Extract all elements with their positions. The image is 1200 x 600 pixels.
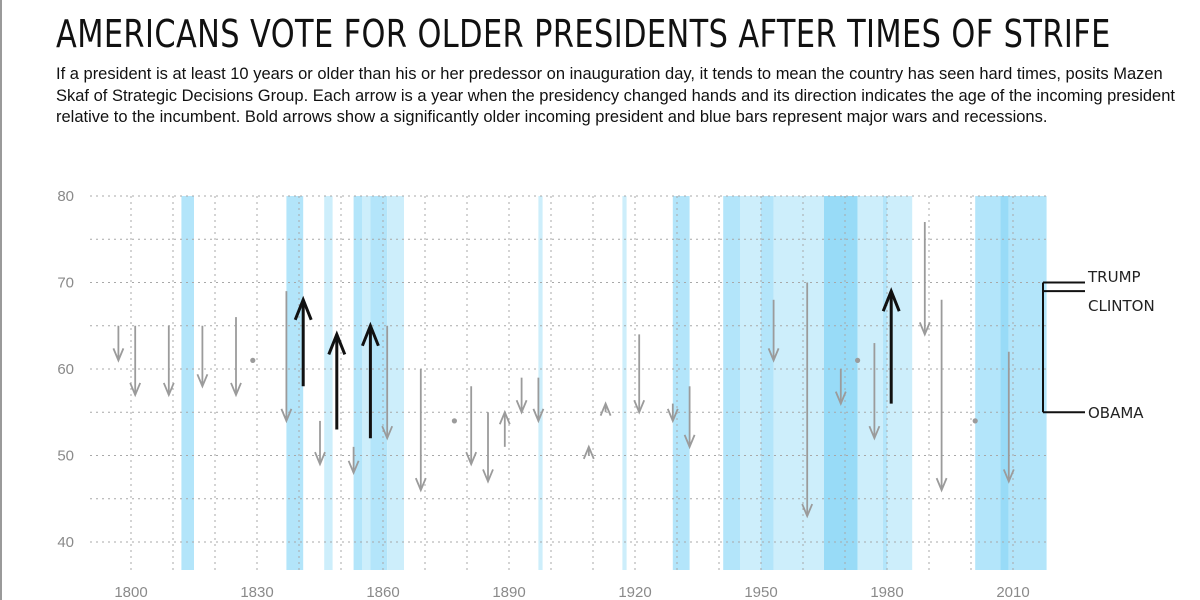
x-tick-label: 1950 (744, 584, 777, 600)
arrow (633, 334, 646, 415)
strife-band (1000, 196, 1009, 570)
arrow (801, 282, 814, 519)
arrow (834, 369, 847, 406)
annotation-label-clinton: CLINTON (1088, 297, 1155, 315)
bold-arrow (293, 295, 313, 387)
y-tick-label: 50 (57, 448, 74, 465)
arrow (532, 377, 545, 424)
arrow (515, 377, 528, 415)
arrow (972, 418, 978, 424)
transition-arrows (112, 221, 1015, 519)
arrow (582, 444, 595, 460)
arrow (1002, 351, 1015, 484)
arrow (280, 291, 293, 424)
strife-band (538, 196, 543, 570)
y-tick-label: 80 (57, 188, 74, 205)
arrow (465, 386, 478, 467)
y-tick-label: 70 (57, 275, 74, 292)
chart-subtitle: If a president is at least 10 years or o… (56, 65, 1175, 126)
y-tick-label: 40 (57, 534, 74, 551)
arrow (230, 317, 242, 398)
arrow (666, 403, 679, 424)
chart-title: AMERICANS VOTE FOR OLDER PRESIDENTS AFTE… (56, 12, 1111, 56)
arrow (767, 299, 780, 363)
strife-band (740, 196, 761, 570)
strife-band (882, 196, 887, 570)
arrow (196, 325, 209, 389)
bold-arrow (881, 287, 901, 404)
x-tick-label: 1980 (870, 584, 903, 600)
strife-band (387, 196, 404, 570)
strife-band (370, 196, 388, 570)
strife-band (1008, 196, 1047, 570)
strife-band (286, 196, 304, 570)
arrow (347, 446, 360, 476)
bold-arrow (327, 330, 347, 430)
arrow (381, 325, 394, 441)
candidate-annotations: TRUMP CLINTON OBAMA (1042, 268, 1155, 422)
x-tick-label: 1860 (366, 584, 399, 600)
arrow (250, 357, 256, 363)
arrow (599, 401, 612, 416)
annotation-label-obama: OBAMA (1088, 404, 1144, 422)
strife-band (857, 196, 883, 570)
x-tick-label: 2010 (996, 584, 1029, 600)
strife-band (723, 196, 740, 570)
strife-band (181, 196, 194, 570)
arrow (482, 412, 494, 484)
arrow (129, 325, 142, 398)
strife-bands (181, 196, 1047, 570)
y-tick-label: 60 (57, 361, 74, 378)
y-tick-labels: 40 50 60 70 80 (57, 188, 74, 551)
arrow (855, 357, 861, 363)
arrow (918, 221, 931, 337)
arrow (935, 299, 948, 493)
strife-band (622, 196, 627, 570)
x-tick-label: 1830 (240, 584, 273, 600)
x-tick-label: 1890 (492, 584, 525, 600)
strife-band (353, 196, 362, 570)
arrow (868, 343, 881, 441)
arrow (414, 369, 427, 493)
arrow (112, 325, 125, 363)
x-tick-label: 1800 (114, 584, 147, 600)
arrow (683, 386, 696, 450)
arrow (162, 325, 175, 398)
strife-band (324, 196, 333, 570)
arrow (451, 418, 457, 424)
strife-band (975, 196, 1001, 570)
strife-band (362, 196, 371, 570)
bold-arrow (361, 321, 380, 439)
strife-band (773, 196, 824, 570)
arrow (314, 420, 326, 467)
annotation-label-trump: TRUMP (1087, 268, 1141, 286)
left-rule (0, 0, 2, 600)
strife-band (672, 196, 690, 570)
strife-band (761, 196, 774, 570)
arrow (498, 409, 511, 447)
x-tick-labels: 1800 1830 1860 1890 1920 1950 1980 2010 (114, 584, 1029, 600)
x-tick-label: 1920 (618, 584, 651, 600)
